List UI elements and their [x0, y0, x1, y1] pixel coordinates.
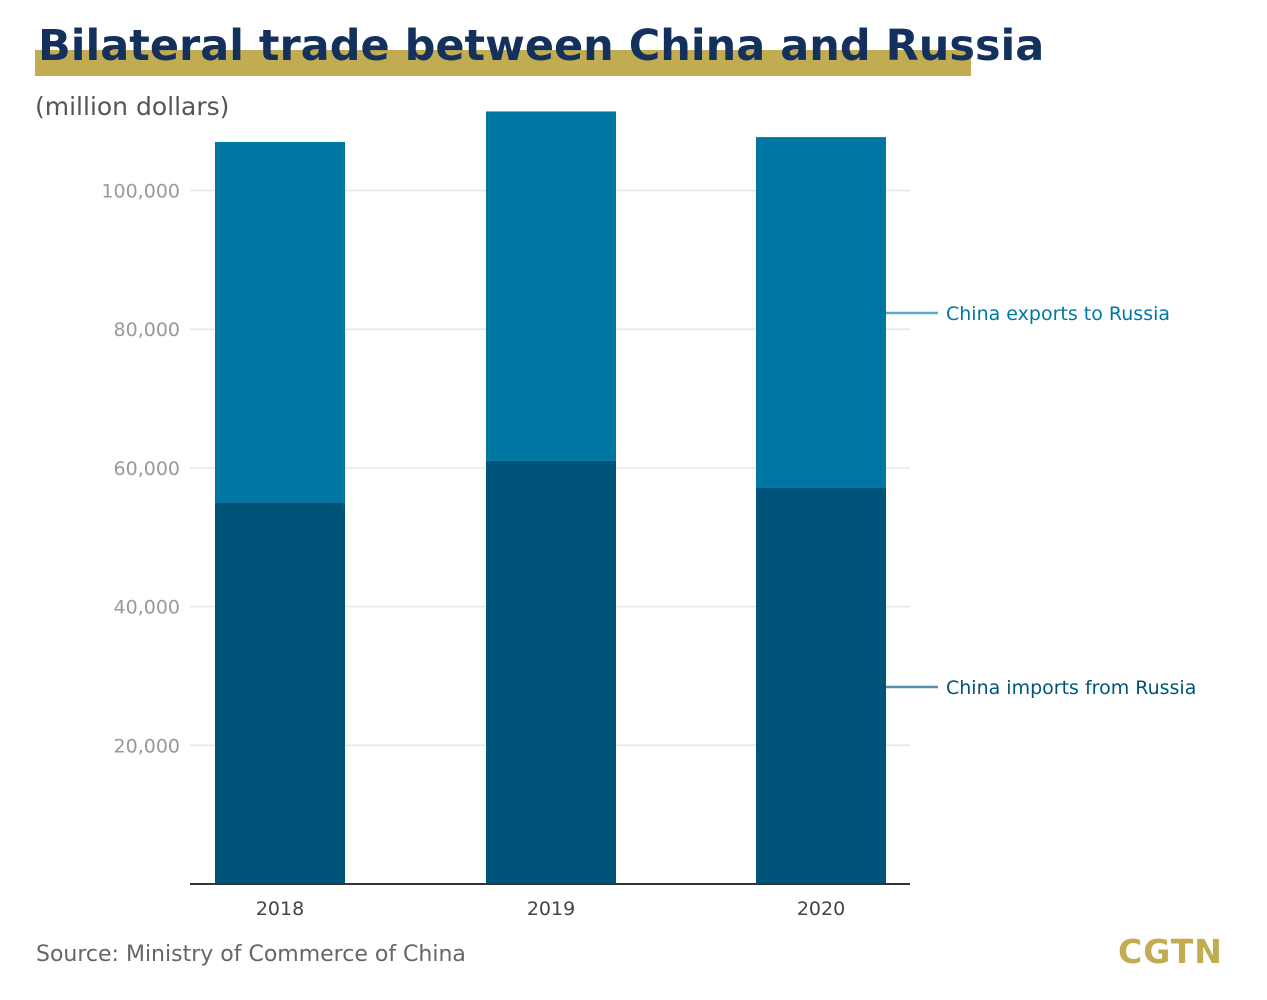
bar-segment-exports [215, 141, 345, 503]
y-tick-label: 60,000 [114, 458, 180, 480]
unit-label: (million dollars) [35, 92, 230, 121]
x-tick-label: 2020 [797, 898, 845, 920]
y-tick-label: 20,000 [114, 735, 180, 757]
legend-label: China exports to Russia [946, 303, 1170, 325]
x-tick-label: 2018 [256, 898, 304, 920]
x-tick-label: 2019 [527, 898, 575, 920]
cgtn-logo: CGTN [1118, 932, 1223, 971]
source-note: Source: Ministry of Commerce of China [36, 942, 466, 967]
chart-title: Bilateral trade between China and Russia [38, 21, 1045, 71]
y-tick-label: 40,000 [114, 597, 180, 619]
bar-segment-exports [486, 111, 616, 461]
bar-segment-imports [215, 502, 345, 884]
legend-label: China imports from Russia [946, 677, 1196, 699]
bar-segment-imports [486, 460, 616, 884]
y-tick-label: 100,000 [101, 181, 180, 203]
bar-segment-exports [756, 137, 886, 488]
y-tick-label: 80,000 [114, 319, 180, 341]
title-underline-bar [35, 50, 971, 76]
bar-segment-imports [756, 487, 886, 884]
